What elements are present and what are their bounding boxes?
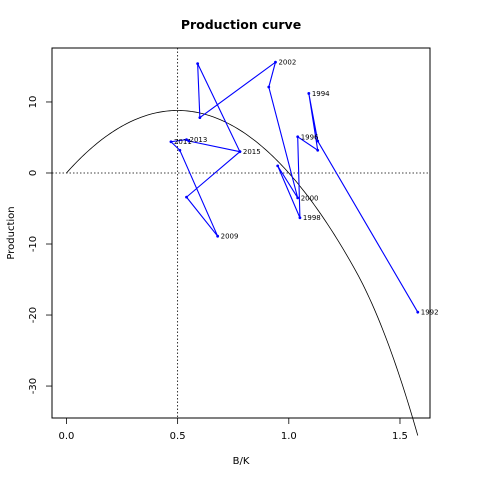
series-point: [276, 164, 280, 168]
y-tick-label: 10: [28, 96, 39, 109]
point-year-label: 2015: [243, 148, 261, 156]
series-point: [274, 60, 277, 64]
x-tick-label: 1.0: [281, 431, 297, 442]
x-tick-label: 1.5: [392, 431, 408, 442]
chart-title: Production curve: [181, 17, 301, 32]
point-year-label: 1994: [312, 90, 330, 98]
series-point: [307, 92, 311, 95]
y-tick-label: -20: [28, 307, 39, 323]
x-tick-label: 0.5: [170, 431, 186, 442]
series-point: [316, 139, 320, 143]
series-point: [198, 116, 202, 119]
series-point: [296, 196, 300, 200]
series-point: [298, 216, 302, 220]
point-year-label: 1998: [303, 214, 321, 222]
series-point: [267, 85, 271, 89]
point-year-label: 2013: [190, 136, 208, 144]
point-year-label: 2009: [221, 233, 239, 241]
series-point: [187, 139, 191, 143]
series-point: [178, 148, 182, 152]
series-point: [316, 148, 320, 152]
series-point: [238, 150, 242, 154]
plot-frame: [51, 47, 431, 419]
series-point: [185, 138, 188, 142]
series-point: [169, 140, 173, 144]
point-year-label: 1996: [301, 133, 319, 141]
point-year-label: 2000: [301, 194, 319, 202]
series-line: [169, 60, 419, 313]
x-tick-label: 0.0: [58, 431, 74, 442]
series-point: [216, 234, 220, 238]
y-tick-label: -30: [28, 378, 39, 394]
series-point: [196, 62, 200, 66]
y-axis-title: Production: [6, 206, 17, 259]
series-point: [185, 195, 188, 199]
series-point: [296, 135, 300, 139]
production-curve-line: [66, 110, 419, 436]
y-tick-label: 0: [28, 170, 39, 176]
point-year-label: 2011: [174, 138, 192, 146]
x-axis-title: B/K: [233, 456, 250, 467]
series-point: [416, 310, 420, 314]
y-tick-label: -10: [28, 236, 39, 252]
point-year-label: 2002: [278, 59, 296, 67]
